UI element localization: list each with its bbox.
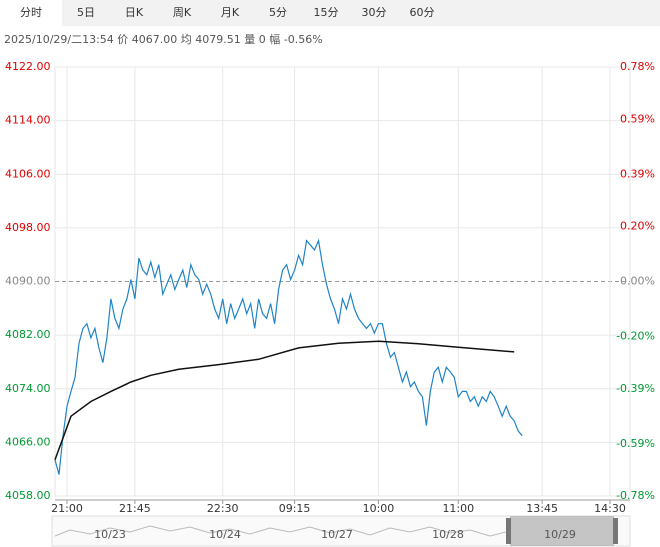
- y2-tick-label: -0.20%: [616, 330, 655, 343]
- y-tick-label: 4122.00: [5, 60, 51, 73]
- average-line: [54, 340, 515, 461]
- tab[interactable]: 60分: [410, 6, 435, 19]
- navigator-window[interactable]: [510, 516, 614, 546]
- y-tick-label: 4090.00: [5, 275, 51, 288]
- quote-info: 2025/10/29/二13:54 价 4067.00 均 4079.51 量 …: [4, 33, 323, 46]
- x-tick-label: 21:00: [51, 502, 83, 515]
- x-tick-label: 21:45: [119, 502, 151, 515]
- y-tick-label: 4058.00: [5, 489, 51, 502]
- navigator-label: 10/29: [544, 528, 576, 541]
- y2-tick-label: -0.59%: [616, 437, 655, 450]
- navigator-label: 10/24: [209, 528, 241, 541]
- tab[interactable]: 30分: [362, 6, 387, 19]
- tab[interactable]: 周K: [173, 6, 192, 19]
- y2-tick-label: 0.78%: [620, 60, 655, 73]
- x-tick-label: 22:30: [207, 502, 239, 515]
- y-tick-label: 4082.00: [5, 328, 51, 341]
- y2-tick-label: -0.39%: [616, 382, 655, 395]
- tab-selected[interactable]: [0, 0, 62, 26]
- x-tick-label: 14:30: [594, 502, 626, 515]
- y-tick-label: 4098.00: [5, 221, 51, 234]
- y2-tick-label: 0.59%: [620, 112, 655, 125]
- y2-tick-label: 0.39%: [620, 167, 655, 180]
- y-tick-label: 4114.00: [5, 114, 51, 127]
- price-line: [54, 238, 523, 475]
- tab[interactable]: 5日: [77, 6, 95, 19]
- y2-tick-label: -0.78%: [616, 489, 655, 502]
- y2-tick-label: 0.00%: [620, 275, 655, 288]
- navigator-line: [54, 525, 511, 537]
- navigator-label: 10/23: [94, 528, 126, 541]
- tab[interactable]: 分时: [20, 6, 42, 19]
- y-tick-label: 4066.00: [5, 435, 51, 448]
- tab[interactable]: 月K: [221, 6, 240, 19]
- tab-bar: [0, 0, 660, 26]
- tab[interactable]: 15分: [314, 6, 339, 19]
- tab[interactable]: 日K: [125, 6, 144, 19]
- tab[interactable]: 5分: [269, 6, 287, 19]
- x-tick-label: 09:15: [279, 502, 311, 515]
- navigator-label: 10/27: [321, 528, 353, 541]
- x-tick-label: 13:45: [526, 502, 558, 515]
- y-tick-label: 4106.00: [5, 167, 51, 180]
- navigator: [51, 515, 631, 547]
- y-tick-label: 4074.00: [5, 382, 51, 395]
- navigator-handle[interactable]: [613, 518, 618, 544]
- x-tick-label: 10:00: [363, 502, 395, 515]
- x-tick-label: 11:00: [442, 502, 474, 515]
- navigator-handle[interactable]: [506, 518, 511, 544]
- y2-tick-label: 0.20%: [620, 220, 655, 233]
- navigator-label: 10/28: [432, 528, 464, 541]
